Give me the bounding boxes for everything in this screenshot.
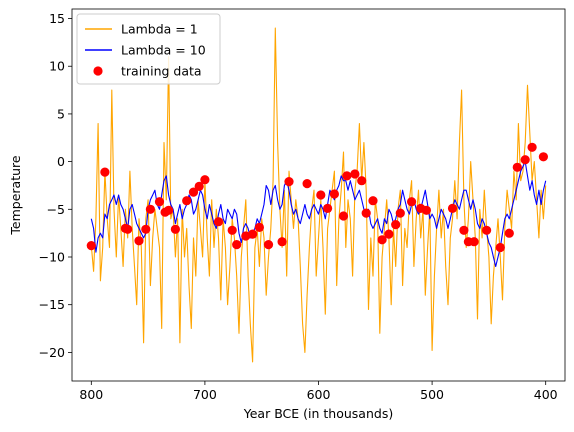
series-line-lambda-1	[90, 27, 547, 363]
x-tick-label: 400	[534, 387, 558, 402]
training-data-point	[188, 187, 199, 197]
x-axis-label: Year BCE (in thousands)	[243, 406, 393, 421]
training-data-point	[248, 229, 258, 239]
series-points-training-data	[86, 142, 549, 253]
training-data-point	[170, 224, 180, 234]
legend: Lambda = 1 Lambda = 10 training data	[76, 13, 221, 85]
training-data-point	[154, 197, 165, 207]
training-data-point	[527, 142, 537, 152]
training-data-point	[407, 197, 417, 207]
y-tick-label: 5	[57, 106, 65, 121]
training-data-point	[495, 242, 505, 253]
training-data-point	[520, 155, 530, 165]
training-data-point	[459, 225, 469, 235]
training-data-point	[357, 176, 367, 186]
y-tick-label: −5	[47, 202, 65, 217]
x-tick-label: 500	[420, 387, 444, 402]
legend-label: Lambda = 10	[121, 43, 206, 58]
y-tick-label: 10	[49, 59, 65, 74]
training-data-point	[213, 217, 224, 227]
training-data-point	[329, 189, 339, 199]
y-tick-label: 0	[57, 154, 65, 169]
training-data-point	[316, 190, 326, 200]
training-data-point	[538, 152, 549, 162]
legend-box	[76, 13, 221, 85]
training-data-point	[342, 171, 352, 181]
training-data-point	[263, 240, 274, 250]
training-data-point	[141, 224, 151, 234]
training-data-point	[254, 222, 264, 232]
training-data-point	[134, 236, 144, 246]
series-line-lambda-10	[90, 161, 547, 268]
y-axis-label: Temperature	[8, 155, 23, 235]
training-data-point	[100, 167, 110, 177]
training-data-point	[512, 162, 522, 172]
training-data-point	[164, 205, 174, 215]
ticks-layer: 800 700 600 500 400 −20 −15 −10 −5 0 5 10 15	[39, 11, 558, 402]
training-data-point	[447, 203, 458, 213]
training-data-point	[350, 169, 360, 179]
y-tick-label: 15	[49, 11, 65, 26]
training-data-point	[232, 240, 242, 250]
legend-label: Lambda = 1	[121, 22, 198, 37]
training-data-point	[194, 181, 204, 191]
training-data-point	[227, 225, 237, 235]
legend-label: training data	[121, 64, 202, 79]
x-tick-label: 800	[79, 387, 103, 402]
series-layer	[86, 27, 549, 363]
training-data-point	[284, 177, 294, 187]
training-data-point	[469, 237, 479, 247]
y-tick-label: −20	[39, 345, 65, 360]
training-data-point	[482, 225, 492, 235]
training-data-point	[361, 208, 371, 218]
training-data-point	[277, 237, 287, 247]
training-data-point	[182, 196, 192, 206]
training-data-point	[323, 203, 333, 213]
training-data-point	[86, 241, 96, 251]
training-data-point	[200, 175, 210, 185]
training-data-point	[384, 229, 394, 239]
x-tick-label: 700	[193, 387, 217, 402]
y-tick-label: −10	[39, 250, 65, 265]
training-data-point	[377, 235, 387, 245]
training-data-point	[123, 224, 133, 234]
training-data-point	[368, 196, 378, 206]
x-tick-label: 600	[307, 387, 331, 402]
training-data-point	[145, 204, 155, 214]
training-data-point	[302, 179, 312, 189]
training-data-point	[395, 208, 405, 218]
training-data-point	[338, 211, 349, 221]
legend-marker-swatch	[93, 66, 103, 76]
training-data-point	[421, 205, 431, 215]
training-data-point	[391, 220, 401, 230]
training-data-point	[504, 228, 514, 238]
y-tick-label: −15	[39, 297, 65, 312]
